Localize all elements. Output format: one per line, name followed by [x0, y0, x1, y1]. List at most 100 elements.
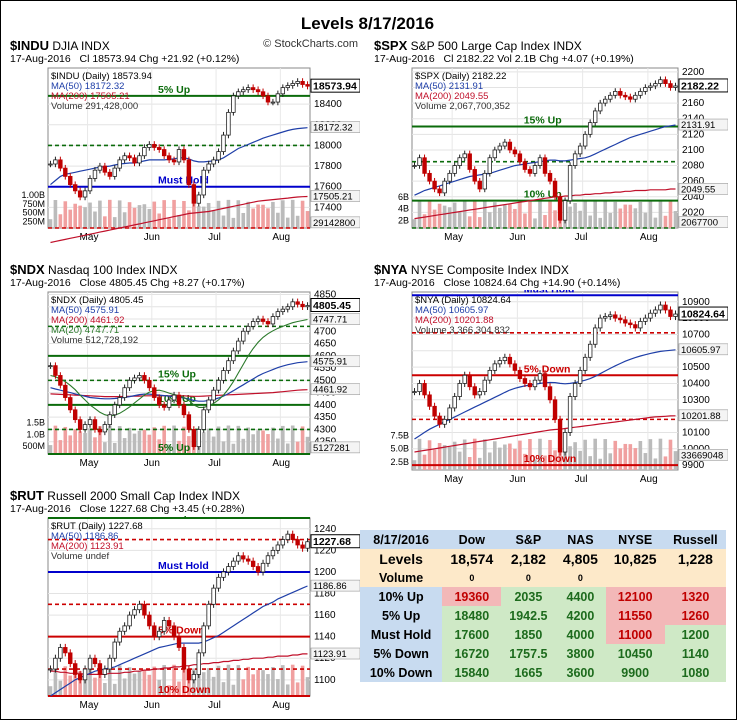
right-label-box — [678, 343, 728, 356]
y-tick-label: 17600 — [314, 182, 342, 193]
volume-bar — [462, 200, 467, 228]
candle — [562, 432, 568, 453]
candle — [557, 196, 563, 221]
candle — [572, 153, 578, 166]
volume-bar — [305, 211, 310, 228]
volume-bar — [290, 199, 295, 228]
candle — [623, 319, 628, 324]
volume-bar — [578, 210, 582, 228]
volume-row: Volume 0 0 0 — [360, 568, 726, 587]
rut-date: 17-Aug-2016 — [10, 503, 71, 515]
level-label: 5% Up — [158, 84, 190, 96]
candle — [132, 157, 137, 164]
month-label: Jul — [208, 700, 221, 711]
candle — [226, 111, 231, 136]
candle — [643, 317, 648, 322]
volume-bar — [117, 200, 122, 228]
volume-bar — [231, 443, 236, 454]
y-tick-label: 10400 — [682, 378, 710, 389]
candle — [643, 87, 648, 92]
volume-bar — [427, 201, 432, 228]
month-label: Jul — [575, 474, 588, 485]
level-value-cell: 1080 — [664, 663, 726, 682]
candle — [255, 566, 261, 573]
candle — [562, 200, 568, 221]
volume-bar — [598, 217, 603, 228]
volume-bar — [281, 200, 285, 228]
candle — [275, 93, 281, 103]
candle — [295, 81, 300, 84]
candle — [285, 85, 290, 89]
y-tick-label: 1100 — [314, 675, 336, 686]
volume-bar — [653, 217, 658, 228]
level-value-cell: 9900 — [605, 663, 665, 682]
volume-nyse — [605, 568, 665, 587]
candle — [117, 630, 122, 643]
volume-bar — [447, 446, 452, 470]
volume-bar — [48, 219, 53, 228]
candle — [497, 145, 503, 151]
candle — [457, 157, 462, 166]
row-label: 10% Down — [360, 663, 443, 682]
level-value-cell: 1200 — [664, 625, 726, 644]
volume-bar — [261, 430, 265, 454]
candle — [122, 387, 127, 398]
candle — [231, 95, 236, 113]
candle — [58, 647, 63, 659]
volume-bar — [167, 218, 171, 228]
volume-bar — [122, 678, 127, 696]
candle — [447, 172, 452, 182]
y-tick-label: 2080 — [682, 161, 705, 172]
volume-bar — [503, 444, 507, 470]
candle — [241, 330, 246, 342]
volume-bar — [462, 439, 467, 470]
volume-bar — [472, 199, 477, 228]
candle — [250, 87, 256, 91]
candle — [270, 101, 276, 104]
volume-bar — [266, 434, 270, 454]
volume-bar — [122, 212, 127, 228]
legend-entry: MA(50) 10605.97 — [415, 305, 488, 316]
volume-bar — [63, 666, 68, 696]
candle — [285, 533, 290, 540]
volume-bar — [518, 201, 522, 228]
candle — [477, 391, 482, 396]
volume-bar — [593, 438, 597, 470]
volume-bar — [487, 212, 492, 228]
y-tick-label: 10900 — [682, 297, 710, 308]
y-tick-label: 18400 — [314, 99, 342, 110]
volume-bar — [498, 207, 502, 228]
legend-entry: MA(200) 4461.92 — [51, 315, 124, 326]
candle — [246, 325, 251, 332]
candle — [628, 96, 633, 100]
candle — [221, 370, 226, 381]
col-nyse: NYSE — [605, 530, 665, 549]
volume-bar — [467, 457, 472, 470]
level-label: 5% Up — [158, 516, 190, 518]
volume-axis-label: 2.5B — [390, 457, 409, 467]
volume-axis-label: 6B — [398, 192, 409, 202]
volume-bar — [290, 425, 295, 454]
candle — [77, 190, 83, 198]
candle — [87, 419, 93, 425]
volume-bar — [608, 212, 613, 228]
candle — [112, 641, 117, 659]
candle — [132, 377, 137, 381]
candle — [587, 343, 593, 358]
y-tick-label: 10700 — [682, 329, 710, 340]
volume-bar — [167, 685, 171, 696]
volume-bar — [107, 199, 112, 228]
volume-bar — [137, 430, 142, 454]
volume-bar — [88, 428, 92, 454]
y-tick-label: 2200 — [682, 67, 705, 78]
volume-bar — [127, 667, 132, 696]
volume-bar — [668, 200, 673, 228]
rut-chart-panel: $RUT Russell 2000 Small Cap Index INDX 1… — [8, 488, 360, 714]
candle — [107, 414, 112, 425]
spx-subtitle: S&P 500 Large Cap Index INDX — [410, 39, 582, 53]
indu-summary: Cl 18573.94 Chg +21.92 (+0.12%) — [79, 53, 240, 65]
candle — [161, 149, 167, 157]
candle — [497, 360, 503, 365]
volume-bar — [221, 215, 226, 228]
volume-bar — [305, 677, 310, 696]
